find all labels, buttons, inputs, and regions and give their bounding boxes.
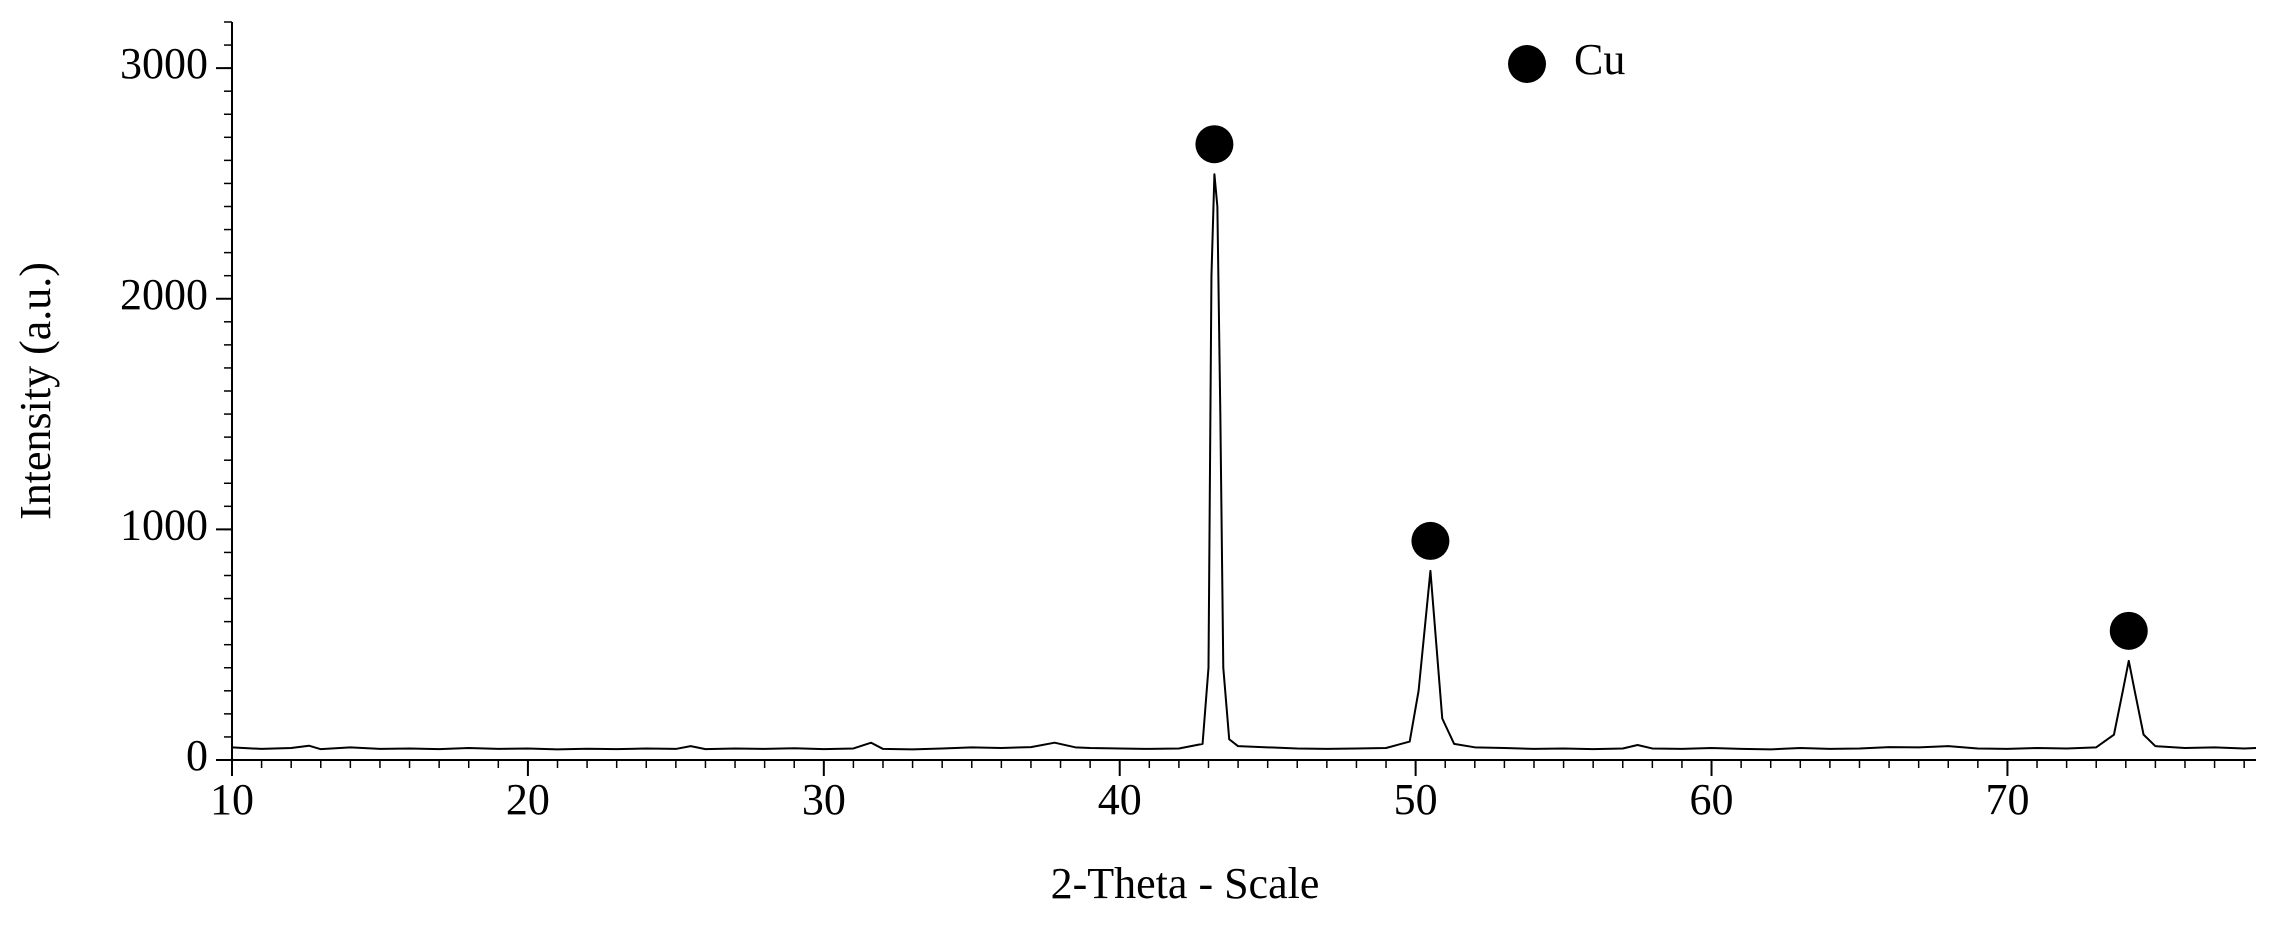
x-tick-label: 40 bbox=[1098, 775, 1142, 824]
y-tick-label: 1000 bbox=[120, 500, 208, 549]
peak-marker bbox=[2109, 611, 2148, 650]
x-tick-label: 70 bbox=[1985, 775, 2029, 824]
x-tick-label: 50 bbox=[1394, 775, 1438, 824]
y-tick-label: 2000 bbox=[120, 270, 208, 319]
x-tick-label: 60 bbox=[1690, 775, 1734, 824]
spectrum-line bbox=[231, 173, 2257, 751]
legend-marker bbox=[1508, 45, 1546, 83]
y-tick-label: 3000 bbox=[120, 39, 208, 88]
peak-marker bbox=[1411, 521, 1450, 560]
peak-marker bbox=[1195, 125, 1234, 164]
x-tick-label: 20 bbox=[506, 775, 550, 824]
x-tick-label: 10 bbox=[210, 775, 254, 824]
y-axis-label: Intensity (a.u.) bbox=[11, 262, 60, 520]
y-tick-label: 0 bbox=[186, 731, 208, 780]
legend-label: Cu bbox=[1574, 35, 1625, 84]
x-axis-label: 2-Theta - Scale bbox=[1051, 859, 1320, 908]
x-tick-label: 30 bbox=[802, 775, 846, 824]
